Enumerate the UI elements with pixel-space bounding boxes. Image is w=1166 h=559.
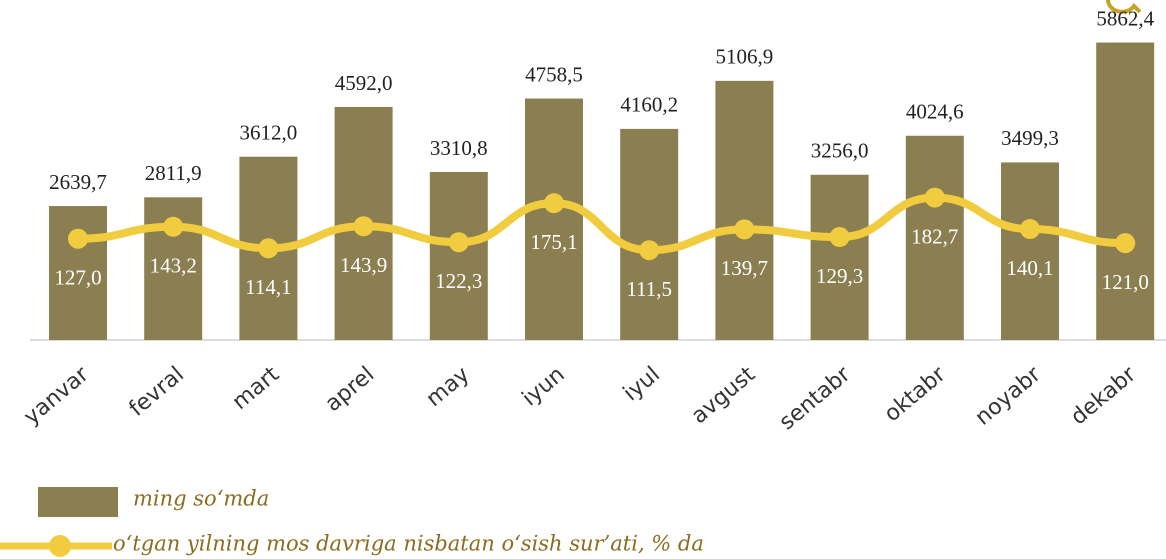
line-marker <box>1020 219 1040 240</box>
bar-value-label: 2811,9 <box>145 161 202 185</box>
line-marker <box>639 240 660 261</box>
bar <box>715 80 774 341</box>
bar <box>905 135 964 340</box>
line <box>74 193 1130 255</box>
line-value-label: 122,3 <box>435 269 482 293</box>
bar-value-label: 5106,9 <box>716 45 774 69</box>
bar-value-label: 5862,4 <box>1096 6 1154 30</box>
line-value-label: 140,1 <box>1006 256 1053 280</box>
bar <box>525 98 583 340</box>
bar <box>49 206 107 340</box>
legend-swatch-marker <box>49 535 71 557</box>
x-tick-label: aprel <box>321 362 380 417</box>
line-value-label: 175,1 <box>530 230 577 254</box>
line-marker <box>448 232 469 253</box>
x-tick-label: mart <box>228 362 285 415</box>
legend-swatch-bar <box>38 487 118 517</box>
line-marker <box>829 227 850 248</box>
bar <box>620 128 679 340</box>
bar-value-label: 4024,6 <box>906 100 964 124</box>
line-marker <box>258 238 279 259</box>
bar-value-label: 3612,0 <box>240 121 298 145</box>
x-tick-label: fevral <box>125 362 189 422</box>
line-value-label: 182,7 <box>911 224 958 248</box>
line-marker <box>1115 233 1136 254</box>
line-value-label: 127,0 <box>54 266 101 290</box>
bar-value-label: 2639,7 <box>49 170 107 194</box>
line-marker <box>734 219 755 240</box>
x-tick-label: may <box>422 362 475 412</box>
bar-value-label: 4758,5 <box>525 62 583 86</box>
bar-value-label: 4592,0 <box>335 71 393 95</box>
bar-value-label: 4160,2 <box>620 93 678 117</box>
decoration <box>1106 0 1142 14</box>
bar <box>810 174 869 340</box>
line-value-label: 121,0 <box>1102 270 1149 294</box>
x-tick-label: noyabr <box>971 361 1047 430</box>
legend-label: ming so‘mda <box>133 487 269 511</box>
line-value-label: 139,7 <box>721 256 768 280</box>
line-value-label: 111,5 <box>626 277 672 301</box>
line-marker <box>544 193 564 214</box>
line-marker <box>68 228 88 249</box>
line-value-label: 143,9 <box>340 253 387 277</box>
bar-value-label: 3310,8 <box>430 136 488 160</box>
line-value-label: 129,3 <box>816 264 863 288</box>
legend-label: o‘tgan yilning mos davriga nisbatan o‘si… <box>113 532 704 556</box>
bar-value-label: 3499,3 <box>1001 126 1059 150</box>
line-marker <box>353 216 374 237</box>
line-value-label: 114,1 <box>245 275 291 299</box>
line-value-label: 143,2 <box>150 254 197 278</box>
x-tick-label: oktabr <box>880 361 951 427</box>
line-marker <box>924 187 945 208</box>
x-tick-label: yanvar <box>19 361 94 430</box>
bar-value-label: 3256,0 <box>811 139 869 163</box>
x-tick-label: iyul <box>619 362 665 406</box>
bar <box>429 171 488 340</box>
x-tick-label: dekabr <box>1066 361 1141 430</box>
x-tick-label: avgust <box>687 362 760 429</box>
bar <box>1001 162 1059 340</box>
line-marker <box>163 216 184 237</box>
x-tick-label: iyun <box>518 362 570 411</box>
x-tick-label: sentabr <box>775 361 856 435</box>
bar <box>1096 42 1155 341</box>
